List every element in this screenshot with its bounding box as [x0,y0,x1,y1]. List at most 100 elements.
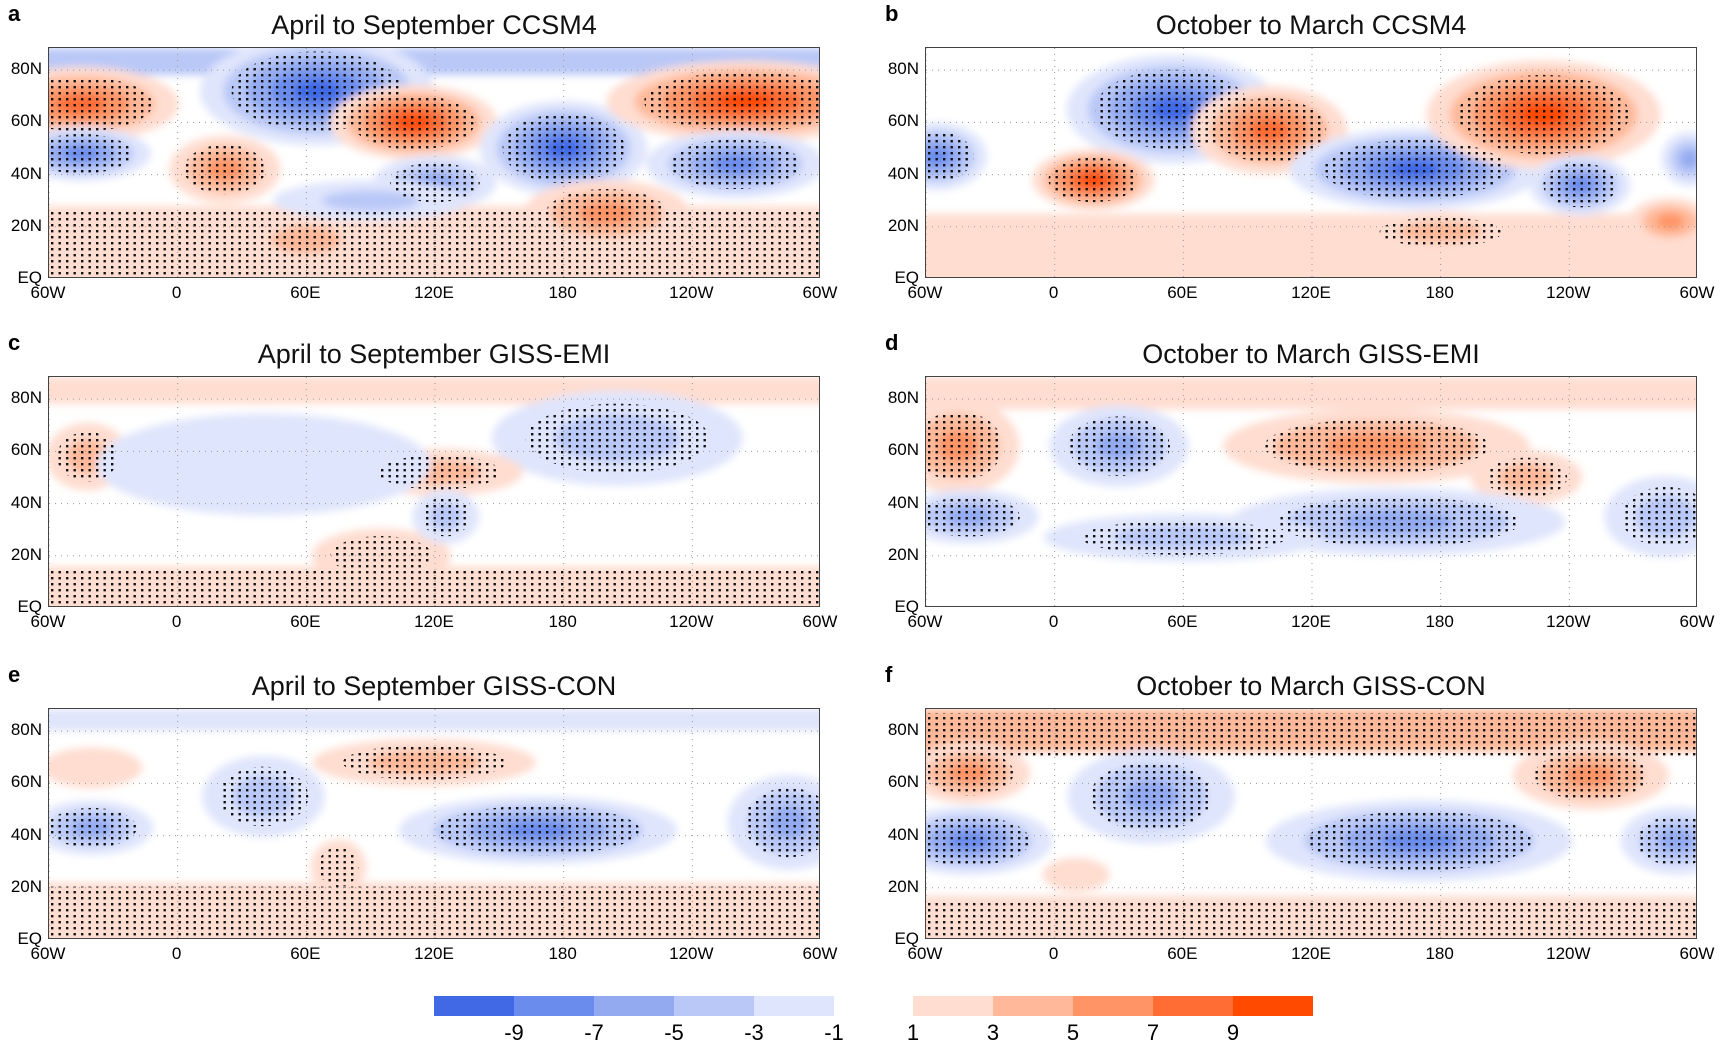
lon-tick-label: 180 [1425,612,1454,631]
anomaly-map [925,47,1697,278]
lon-tick-label: 120E [1291,612,1331,631]
lat-tick-label: 40N [10,824,42,844]
lon-tick-label: 60E [1167,944,1198,963]
panel-letter: f [885,662,893,687]
lat-tick-label: 20N [10,544,42,564]
colorbar-label: 3 [986,1020,1000,1045]
colorbar-label: 5 [1066,1020,1080,1045]
lat-tick-label: 20N [887,876,919,896]
lon-tick-label: 180 [548,612,577,631]
colorbar-swatch [1233,996,1313,1016]
map-panel-b: b October to March CCSM4 80N 60N 40N 20N EQ 6… [885,1,1714,302]
significance-stipple [49,709,819,938]
lon-tick-label: 180 [548,944,577,963]
panel-title: October to March GISS-EMI [1142,339,1480,369]
lat-tick-label: 60N [10,440,42,460]
colorbar-positive [913,996,1313,1016]
lon-tick-label: 60W [30,944,66,963]
lat-tick-label: 20N [887,215,919,235]
lon-tick-label: 120W [1546,612,1591,631]
lat-tick-label: 40N [887,492,919,512]
lon-tick-label: 60W [802,944,838,963]
lon-tick-label: 60W [802,612,838,631]
colorbar-swatch [514,996,594,1016]
colorbar-label: 1 [906,1020,920,1045]
lat-tick-label: 80N [887,59,919,79]
lon-tick-label: 120E [414,612,454,631]
anomaly-map [925,708,1697,939]
lon-tick-label: 60E [290,612,321,631]
colorbar-swatch [594,996,674,1016]
lon-tick-label: 60W [907,612,943,631]
panel-letter: c [8,330,21,355]
lon-tick-label: 60W [907,283,943,302]
panel-title: April to September GISS-CON [251,671,617,701]
lat-tick-label: 80N [10,720,42,740]
lon-tick-label: 120W [669,283,714,302]
lat-tick-label: 20N [10,215,42,235]
panel-title: April to September CCSM4 [271,10,597,40]
lat-tick-label: 40N [10,163,42,183]
lat-tick-label: 60N [10,772,42,792]
significance-stipple [926,377,1696,606]
colorbar-swatch [754,996,834,1016]
lon-tick-label: 60W [1679,944,1715,963]
colorbar-label: -5 [664,1020,684,1045]
panel-title: April to September GISS-EMI [257,339,611,369]
anomaly-map [48,708,820,939]
lon-tick-label: 180 [548,283,577,302]
lon-tick-label: 120E [414,283,454,302]
colorbar-label: -7 [584,1020,604,1045]
colorbar-label: -3 [744,1020,764,1045]
anomaly-map [48,376,820,607]
lat-tick-label: 80N [887,720,919,740]
lon-tick-label: 60E [1167,612,1198,631]
lon-tick-label: 0 [1048,944,1059,963]
lon-tick-label: 120W [1546,283,1591,302]
lon-tick-label: 120E [1291,283,1331,302]
significance-stipple [49,377,819,606]
map-panel-d: d October to March GISS-EMI 80N 60N 40N 20N… [885,330,1714,631]
lat-tick-label: 80N [887,388,919,408]
lon-tick-label: 60W [1679,612,1715,631]
lat-tick-label: EQ [17,268,42,287]
lat-tick-label: EQ [17,597,42,616]
lat-tick-label: 20N [887,544,919,564]
lon-tick-label: 60W [1679,283,1715,302]
lon-tick-label: 0 [1048,612,1059,631]
lon-tick-label: 180 [1425,283,1454,302]
colorbar-swatch [674,996,754,1016]
lat-tick-label: 20N [10,876,42,896]
map-panel-e: e April to September GISS-CON 80N 60N 40N 2… [8,662,837,963]
lon-tick-label: 120W [669,944,714,963]
lon-tick-label: 120E [414,944,454,963]
lon-tick-label: 60W [30,612,66,631]
lon-tick-label: 60E [290,283,321,302]
colorbar-swatch [1073,996,1153,1016]
colorbar-swatch [913,996,993,1016]
lat-tick-label: 80N [10,388,42,408]
lon-tick-label: 0 [171,612,182,631]
lon-tick-label: 60W [802,283,838,302]
lon-tick-label: 180 [1425,944,1454,963]
lon-tick-label: 0 [171,944,182,963]
lat-tick-label: 60N [887,111,919,131]
lat-tick-label: EQ [894,929,919,948]
map-panel-f: f October to March GISS-CON 80N 60N 40N 20N… [885,662,1714,963]
lon-tick-label: 120E [1291,944,1331,963]
colorbar-label: 7 [1146,1020,1160,1045]
colorbar-label: -9 [504,1020,524,1045]
panel-letter: d [885,330,899,355]
lon-tick-label: 60E [290,944,321,963]
anomaly-map [48,47,820,278]
colorbar-label: 9 [1226,1020,1240,1045]
colorbar-negative [434,996,834,1016]
lon-tick-label: 60E [1167,283,1198,302]
lat-tick-label: 60N [887,772,919,792]
significance-stipple [49,48,819,277]
lat-tick-label: 60N [10,111,42,131]
anomaly-map [925,376,1697,607]
lat-tick-label: 40N [887,163,919,183]
lat-tick-label: EQ [17,929,42,948]
lat-tick-label: EQ [894,597,919,616]
